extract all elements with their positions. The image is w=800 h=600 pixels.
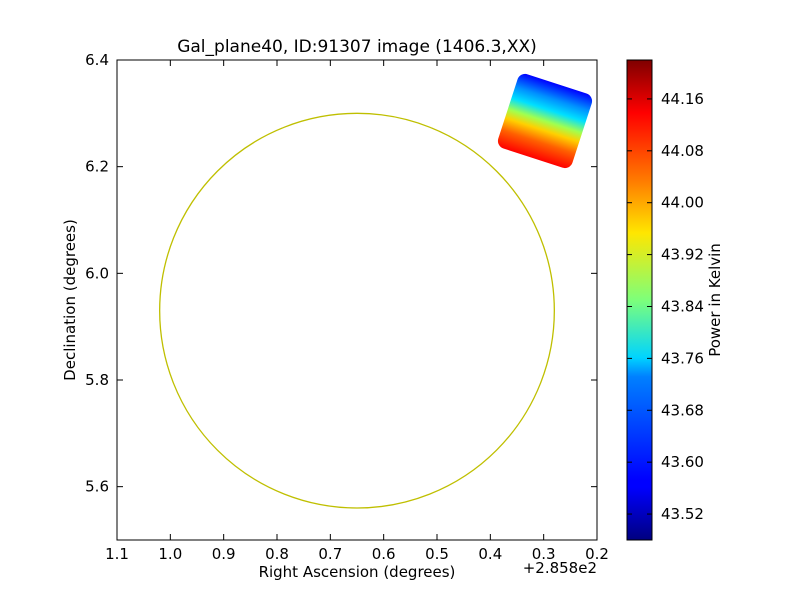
colorbar-tick-label: 44.00 [661,194,704,212]
colorbar-ticks: 43.52 43.60 43.68 43.76 43.84 43.92 44.00 44.08… [627,90,704,523]
x-offset-label: +2.858e2 [523,559,597,577]
x-tick-label: 0.3 [532,545,556,563]
colorbar-tick-label: 43.84 [661,297,704,315]
x-axis-label: Right Ascension (degrees) [259,563,456,581]
x-tick-label: 0.6 [372,545,396,563]
colorbar-tick-label: 44.08 [661,142,704,160]
colorbar-tick-label: 43.68 [661,401,704,419]
y-tick-label: 6.4 [85,51,109,69]
x-tick-label: 0.7 [318,545,342,563]
x-tick-label: 0.5 [425,545,449,563]
colorbar-label: Power in Kelvin [706,243,724,357]
beam-circle [159,112,555,509]
colorbar-tick-label: 43.60 [661,453,704,471]
colorbar: 43.52 43.60 43.68 43.76 43.84 43.92 44.00 44.08… [626,59,724,541]
image-patch [497,73,593,169]
colorbar-tick-label: 43.76 [661,349,704,367]
x-axis-ticks: 1.1 1.0 0.9 0.8 0.7 0.6 0.5 0.4 0.3 0.2 [105,60,609,563]
x-tick-label: 1.1 [105,545,129,563]
colorbar-tick-label: 43.92 [661,246,704,264]
y-tick-label: 6.2 [85,158,109,176]
y-axis-label: Declination (degrees) [61,219,79,381]
x-tick-label: 0.4 [478,545,502,563]
x-tick-label: 0.8 [265,545,289,563]
y-tick-label: 5.6 [85,478,109,496]
colorbar-tick-label: 43.52 [661,505,704,523]
y-tick-label: 6.0 [85,264,109,282]
x-tick-label: 0.9 [212,545,236,563]
y-tick-label: 5.8 [85,371,109,389]
chart-title: Gal_plane40, ID:91307 image (1406.3,XX) [177,37,537,57]
x-tick-label: 0.2 [585,545,609,563]
colorbar-tick-label: 44.16 [661,90,704,108]
y-axis-ticks: 5.6 5.8 6.0 6.2 6.4 [85,51,597,496]
colorbar-gradient [626,59,653,541]
x-tick-label: 1.0 [158,545,182,563]
